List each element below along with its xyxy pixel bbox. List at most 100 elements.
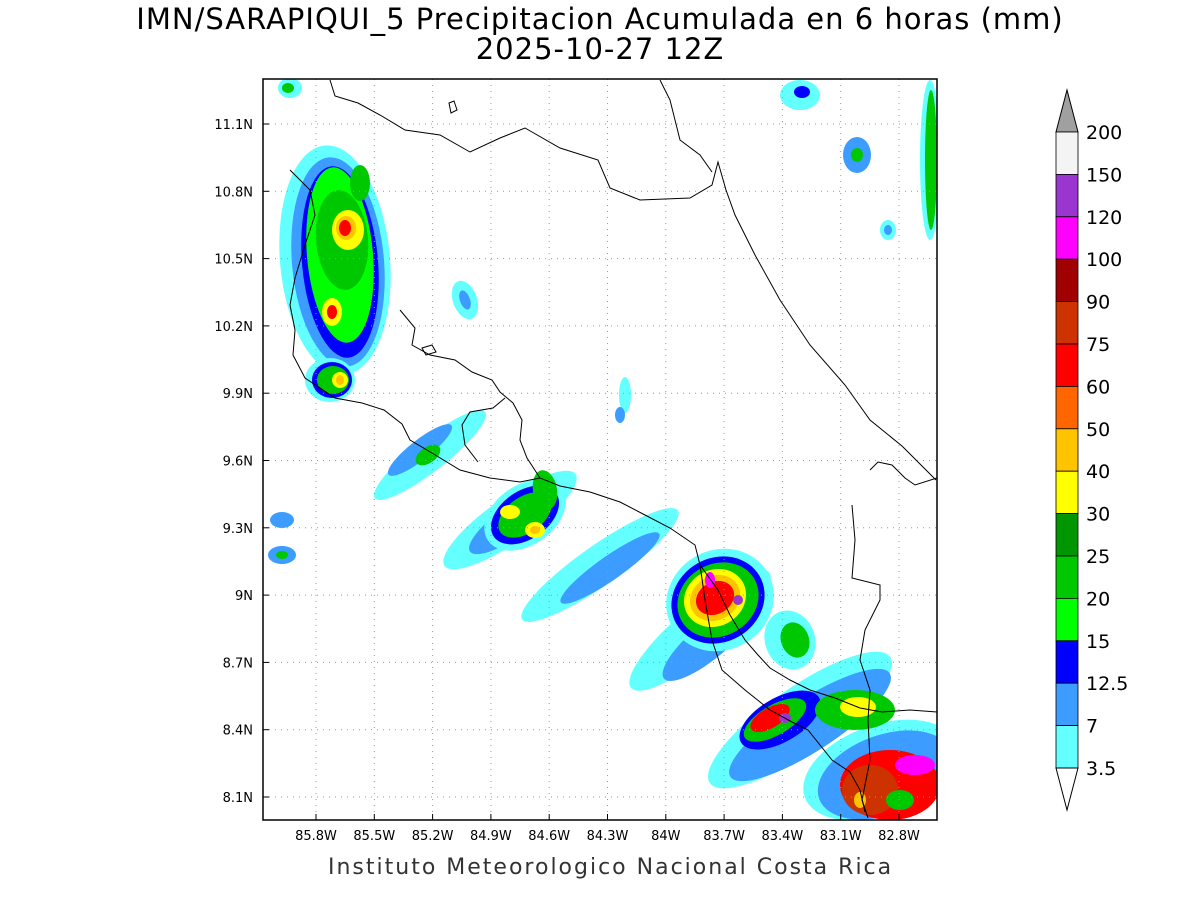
precip-cell — [532, 470, 558, 510]
precip-cell — [500, 505, 520, 519]
osa-peninsula — [699, 564, 866, 813]
lon-tick-label: 84.9W — [470, 829, 512, 844]
lat-tick-label: 11.1N — [214, 118, 253, 133]
colorbar-legend: 200 150 120 100 90 75 60 50 40 30 25 20 15 12.5 7 3.5 — [1055, 88, 1128, 812]
lon-tick-label: 84.6W — [528, 829, 570, 844]
precip-cell — [886, 790, 914, 810]
colorbar-swatch — [1055, 513, 1079, 557]
colorbar-label: 50 — [1086, 419, 1110, 441]
colorbar-swatch — [1055, 725, 1079, 769]
northern-border — [659, 79, 713, 173]
precip-cell — [884, 225, 892, 235]
lat-tick-label: 9.9N — [223, 387, 253, 402]
colorbar-swatch — [1055, 131, 1079, 175]
colorbar-swatch — [1055, 216, 1079, 260]
caribbean-coastline — [329, 79, 937, 481]
precip-cell — [336, 375, 344, 385]
colorbar-swatch — [1055, 470, 1079, 515]
colorbar-arrow-bottom — [1055, 767, 1079, 812]
lat-tick-label: 10.5N — [214, 253, 253, 268]
lat-tick-label: 10.2N — [214, 320, 253, 335]
colorbar-arrow-top — [1055, 88, 1079, 133]
costa-rica-panama-border — [851, 504, 881, 819]
lon-tick-label: 84W — [651, 829, 681, 844]
coastline-borders — [289, 79, 937, 819]
precip-cell — [387, 424, 453, 476]
island-small — [448, 100, 458, 114]
colorbar-label: 40 — [1086, 461, 1110, 483]
colorbar-swatch — [1055, 385, 1079, 430]
lat-tick-label: 8.1N — [223, 791, 253, 806]
lat-tick-label: 9.3N — [223, 522, 253, 537]
colorbar-swatch — [1055, 682, 1079, 727]
lon-tick-label: 82.8W — [878, 829, 920, 844]
colorbar-label: 200 — [1086, 122, 1122, 144]
precip-cell — [327, 305, 337, 319]
precip-cell — [750, 704, 790, 732]
precip-cell — [459, 290, 471, 310]
precip-cell — [560, 532, 660, 604]
precip-cell — [282, 83, 294, 93]
inner-coastline — [869, 461, 937, 486]
pacific-coast-north — [289, 169, 541, 483]
colorbar-label: 150 — [1086, 164, 1122, 186]
longitude-axis: 85.8W 85.5W 85.2W 84.9W 84.6W 84.3W 84W 83.7W 83… — [295, 814, 920, 844]
lon-tick-label: 83.1W — [820, 829, 862, 844]
chira-island — [421, 344, 437, 356]
lon-tick-label: 83.4W — [761, 829, 803, 844]
colorbar-label: 25 — [1086, 546, 1110, 568]
lat-tick-label: 9.6N — [223, 455, 253, 470]
colorbar-label: 90 — [1086, 292, 1110, 314]
colorbar-swatch — [1055, 598, 1079, 642]
precip-cell — [615, 407, 625, 423]
nicoya-gulf-west — [461, 397, 506, 463]
map-title: IMN/SARAPIQUI_5 Precipitacion Acumulada … — [136, 2, 1064, 36]
map-gridlines — [263, 79, 937, 820]
colorbar-label: 75 — [1086, 334, 1110, 356]
colorbar-swatch — [1055, 258, 1079, 303]
precip-cell — [619, 377, 631, 413]
colorbar-swatch — [1055, 640, 1079, 684]
lat-tick-label: 8.7N — [223, 656, 253, 671]
lon-tick-label: 83.7W — [703, 829, 745, 844]
plot-frame — [262, 78, 938, 821]
precip-cell — [415, 444, 441, 466]
lon-tick-label: 84.3W — [587, 829, 629, 844]
colorbar-swatch — [1055, 555, 1079, 599]
precip-cell — [733, 595, 743, 605]
colorbar-label: 60 — [1086, 376, 1110, 398]
precip-cell — [780, 622, 810, 658]
precip-cell — [270, 512, 294, 528]
precip-cell — [925, 90, 937, 230]
precip-cell — [895, 755, 935, 775]
nicoya-gulf — [399, 309, 937, 713]
lon-tick-label: 85.5W — [353, 829, 395, 844]
lat-tick-label: 9N — [235, 589, 253, 604]
lat-tick-label: 8.4N — [223, 724, 253, 739]
precipitation-field — [268, 79, 937, 820]
colorbar-swatch — [1055, 428, 1079, 472]
colorbar-label: 20 — [1086, 588, 1110, 610]
precip-cell — [339, 220, 351, 236]
precip-cell — [530, 526, 540, 534]
latitude-axis: 11.1N 10.8N 10.5N 10.2N 9.9N 9.6N 9.3N 9N 8.7N 8.… — [214, 118, 269, 806]
colorbar-label: 12.5 — [1086, 673, 1128, 695]
precip-cell — [851, 148, 863, 162]
colorbar-swatch — [1055, 173, 1079, 218]
colorbar-label: 3.5 — [1086, 758, 1116, 780]
precip-cell — [350, 165, 370, 201]
lon-tick-label: 85.2W — [412, 829, 454, 844]
colorbar-swatch — [1055, 301, 1079, 345]
precip-cell — [276, 551, 288, 559]
lon-tick-label: 85.8W — [295, 829, 337, 844]
footer-credit: Instituto Meteorologico Nacional Costa R… — [328, 855, 894, 880]
precip-cell — [794, 86, 810, 98]
map-subtitle-datetime: 2025-10-27 12Z — [475, 32, 725, 66]
colorbar-label: 7 — [1086, 716, 1098, 738]
colorbar-label: 100 — [1086, 249, 1122, 271]
lat-tick-label: 10.8N — [214, 185, 253, 200]
colorbar-label: 120 — [1086, 207, 1122, 229]
colorbar-swatch — [1055, 343, 1079, 387]
colorbar-label: 15 — [1086, 631, 1110, 653]
